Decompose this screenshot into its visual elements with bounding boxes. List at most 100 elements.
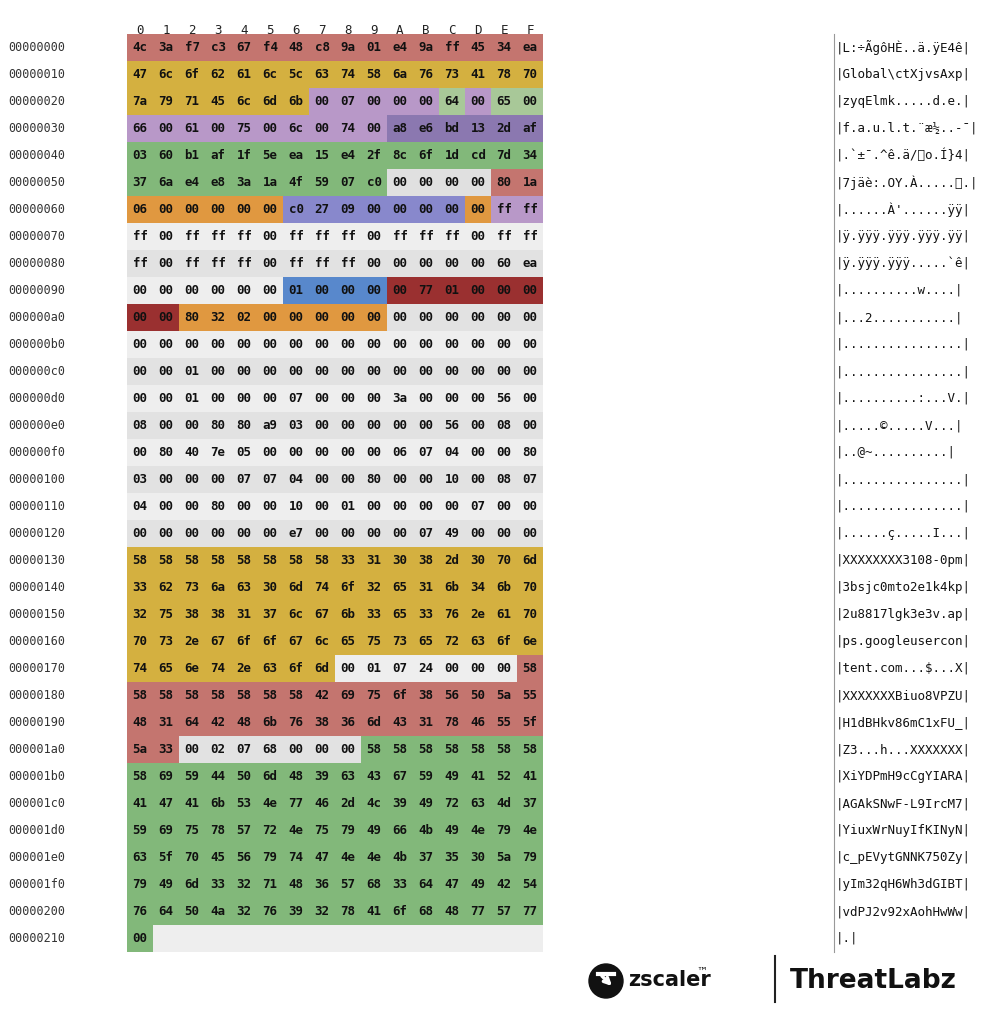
Text: 72: 72	[444, 797, 459, 810]
Bar	[334, 628, 361, 655]
Bar	[517, 871, 542, 898]
Text: 33: 33	[159, 743, 174, 756]
Text: 58: 58	[132, 770, 147, 783]
Text: 6b: 6b	[496, 581, 511, 594]
Bar	[256, 88, 283, 115]
Bar	[517, 601, 542, 628]
Text: 63: 63	[470, 797, 485, 810]
Text: 6d: 6d	[184, 878, 199, 891]
Bar	[205, 115, 231, 142]
Bar	[127, 412, 542, 439]
Bar	[127, 278, 542, 304]
Text: 00: 00	[340, 662, 355, 675]
Text: 00: 00	[159, 473, 174, 486]
Text: 58: 58	[184, 689, 199, 702]
Text: 48: 48	[288, 770, 303, 783]
Text: 00: 00	[315, 95, 329, 108]
Text: 50: 50	[470, 689, 485, 702]
Text: 000001e0: 000001e0	[8, 851, 65, 864]
Text: |3bsjc0mto2e1k4kp|: |3bsjc0mto2e1k4kp|	[835, 581, 970, 594]
Bar	[464, 547, 490, 574]
Bar	[361, 169, 387, 196]
Bar	[256, 871, 283, 898]
Text: 73: 73	[392, 635, 407, 648]
Bar	[283, 655, 309, 682]
Text: 76: 76	[444, 608, 459, 621]
Bar	[439, 844, 464, 871]
Text: f7: f7	[184, 41, 199, 54]
Bar	[464, 817, 490, 844]
Text: 00: 00	[470, 419, 485, 432]
Bar	[127, 655, 153, 682]
Bar	[412, 871, 439, 898]
Bar	[334, 871, 361, 898]
Text: 57: 57	[237, 824, 251, 837]
Text: 58: 58	[366, 68, 382, 81]
Bar	[361, 34, 387, 61]
Text: D: D	[473, 25, 481, 38]
Bar	[361, 682, 387, 709]
Text: 00: 00	[444, 176, 459, 189]
Bar	[231, 142, 256, 169]
Bar	[127, 925, 153, 952]
Bar	[256, 142, 283, 169]
Bar	[361, 547, 387, 574]
Text: 00: 00	[392, 419, 407, 432]
Text: 5c: 5c	[288, 68, 303, 81]
Text: 4c: 4c	[366, 797, 382, 810]
Bar	[490, 871, 517, 898]
Text: |zyqElmk.....d.e.|: |zyqElmk.....d.e.|	[835, 95, 970, 108]
Text: 00: 00	[444, 500, 459, 513]
Bar	[127, 223, 542, 250]
Text: 58: 58	[132, 689, 147, 702]
Text: 1d: 1d	[444, 150, 459, 162]
Text: ea: ea	[522, 41, 537, 54]
Text: 00: 00	[522, 338, 537, 351]
Text: 32: 32	[132, 608, 147, 621]
Text: 48: 48	[288, 878, 303, 891]
Text: 58: 58	[315, 554, 329, 567]
Text: 80: 80	[522, 446, 537, 459]
Bar	[309, 763, 334, 790]
Text: 62: 62	[210, 68, 225, 81]
Bar	[412, 196, 439, 223]
Bar	[256, 115, 283, 142]
Bar	[334, 34, 361, 61]
Text: 4e: 4e	[366, 851, 382, 864]
Text: c0: c0	[288, 203, 303, 216]
Text: ff: ff	[288, 230, 303, 243]
Text: 76: 76	[262, 905, 277, 918]
Text: 07: 07	[262, 473, 277, 486]
Text: |................|: |................|	[835, 365, 970, 378]
Text: 6d: 6d	[522, 554, 537, 567]
Bar	[517, 574, 542, 601]
Bar	[178, 142, 205, 169]
Text: 6a: 6a	[392, 68, 407, 81]
Text: 00: 00	[366, 284, 382, 297]
Text: 30: 30	[470, 554, 485, 567]
Bar	[361, 61, 387, 88]
Text: 00: 00	[132, 338, 147, 351]
Bar	[439, 898, 464, 925]
Text: 000000f0: 000000f0	[8, 446, 65, 459]
Text: 00: 00	[418, 473, 433, 486]
Text: 70: 70	[522, 581, 537, 594]
Text: 56: 56	[237, 851, 251, 864]
Bar	[283, 790, 309, 817]
Text: 00: 00	[366, 338, 382, 351]
Bar	[178, 574, 205, 601]
Bar	[490, 196, 517, 223]
Bar	[490, 682, 517, 709]
Bar	[283, 278, 309, 304]
Text: 00: 00	[315, 446, 329, 459]
Text: 56: 56	[444, 419, 459, 432]
Bar	[387, 61, 412, 88]
Text: 00: 00	[340, 419, 355, 432]
Text: 00: 00	[444, 203, 459, 216]
Text: 01: 01	[184, 365, 199, 378]
Bar	[334, 709, 361, 736]
Bar	[309, 196, 334, 223]
Text: a9: a9	[262, 419, 277, 432]
Bar	[283, 34, 309, 61]
Text: 00: 00	[470, 365, 485, 378]
